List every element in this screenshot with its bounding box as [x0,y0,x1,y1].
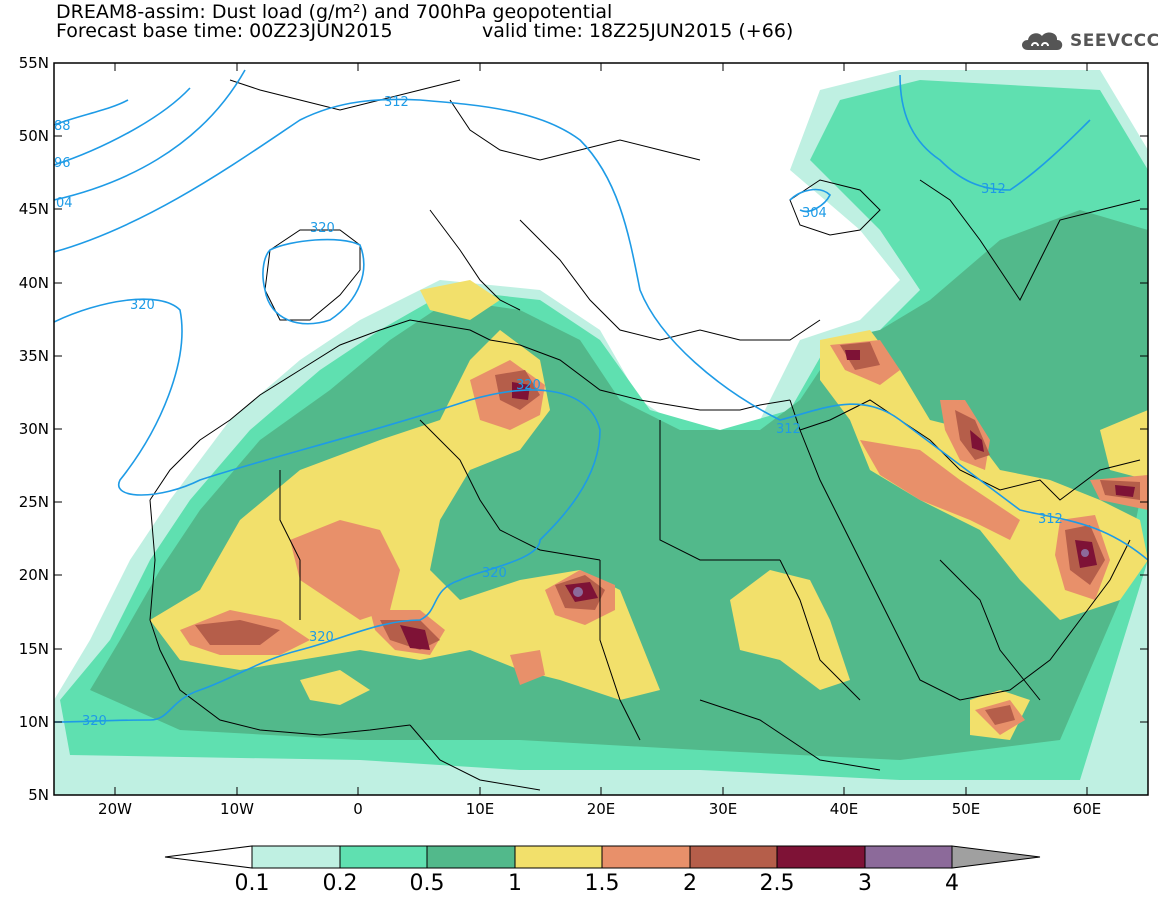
colorbar-swatch [251,845,341,869]
lat-label: 5N [28,786,49,804]
colorbar-swatch [864,845,953,869]
lon-label: 20E [587,800,616,818]
cloud-logo-icon [1022,32,1063,50]
lon-label: 20W [98,800,132,818]
map-title-line1: DREAM8-assim: Dust load (g/m²) and 700hP… [56,1,613,23]
lon-label: 60E [1073,800,1102,818]
lat-label: 50N [19,127,49,145]
contour-label-304: 304 [802,206,827,221]
contour-label-96: 96 [54,156,71,171]
contour-label-312-b: 312 [776,422,801,437]
contour-label-312-d: 312 [981,182,1006,197]
lat-label: 25N [19,493,49,511]
contour-label-320-d: 320 [482,566,507,581]
lon-labels: 20W 10W 0 10E 20E 30E 40E 50E 60E [98,800,1101,818]
lon-label: 40E [830,800,859,818]
lat-label: 15N [19,640,49,658]
colorbar-label: 1.5 [585,871,620,896]
seevccc-logo: SEEVCCC [1018,28,1160,54]
colorbar-swatch [426,845,516,869]
colorbar-label: 0.2 [323,871,358,896]
logo-text: SEEVCCC [1070,31,1160,51]
contour-label-312: 312 [384,95,409,110]
colorbar: 0.1 0.2 0.5 1 1.5 2 2.5 3 4 [164,845,1041,896]
contour-label-320-a: 320 [310,221,335,236]
contour-labels: 88 96 04 312 320 320 320 320 320 320 312… [54,95,1063,729]
colorbar-swatch [601,845,691,869]
lat-labels: 55N 50N 45N 40N 35N 30N 25N 20N 15N 10N … [19,54,49,804]
lat-label: 55N [19,54,49,72]
contour-label-88: 88 [54,119,71,134]
contour-label-320-b: 320 [130,298,155,313]
colorbar-swatch [776,845,866,869]
lon-label: 30E [709,800,738,818]
coastlines [149,79,1141,791]
lat-label: 35N [19,347,49,365]
colorbar-swatch [514,845,603,869]
colorbar-label: 4 [945,871,959,896]
lon-label: 50E [952,800,981,818]
contour-label-320-e: 320 [309,630,334,645]
contour-label-320-c: 320 [516,378,541,393]
lat-label: 30N [19,420,49,438]
colorbar-label: 2 [683,871,697,896]
lat-label: 45N [19,200,49,218]
lat-ticks [54,62,1148,796]
lon-label: 10W [220,800,254,818]
colorbar-label: 0.1 [235,871,270,896]
colorbar-label: 3 [858,871,872,896]
colorbar-low-triangle [164,845,253,869]
colorbar-high-triangle [951,845,1041,869]
contour-label-04: 04 [56,196,73,211]
contour-label-312-c: 312 [1038,512,1063,527]
valid-time: valid time: 18Z25JUN2015 (+66) [482,20,794,42]
dust-field [54,63,1148,795]
lat-label: 40N [19,274,49,292]
geopotential-contours [54,69,1148,723]
colorbar-swatch [339,845,428,869]
lon-label: 0 [353,800,363,818]
contour-label-320-f: 320 [82,714,107,729]
lat-label: 20N [19,566,49,584]
lat-label: 10N [19,713,49,731]
forecast-base-time: Forecast base time: 00Z23JUN2015 [56,20,393,42]
colorbar-swatch [689,845,778,869]
lon-label: 10E [466,800,495,818]
colorbar-label: 0.5 [410,871,445,896]
lon-ticks [114,63,1088,795]
colorbar-label: 2.5 [760,871,795,896]
colorbar-label: 1 [508,871,522,896]
